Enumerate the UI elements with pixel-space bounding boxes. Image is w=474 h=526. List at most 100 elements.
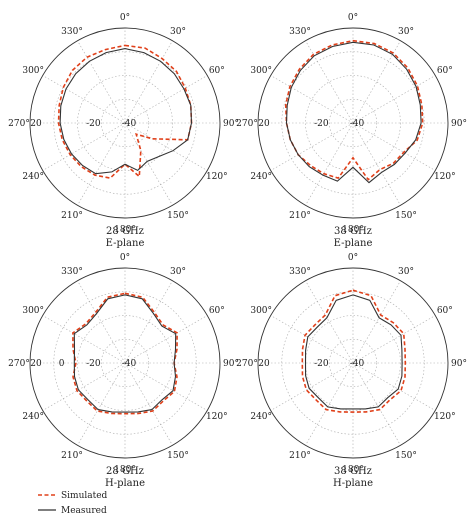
- panel-plane-caption: E-plane: [334, 238, 373, 249]
- outer-ring: [257, 27, 449, 219]
- angle-tick-label: 60°: [209, 66, 225, 76]
- angle-tick-label: 330°: [289, 267, 311, 277]
- angle-tick-label: 330°: [61, 267, 83, 277]
- angle-tick-label: 120°: [206, 172, 228, 182]
- angle-tick-label: 240°: [250, 412, 272, 422]
- angle-tick-label: 150°: [395, 211, 417, 221]
- radial-tick-label: -20: [314, 119, 329, 129]
- angle-tick-label: 210°: [289, 211, 311, 221]
- angle-tick-label: 300°: [22, 66, 44, 76]
- radial-tick-label: -20: [86, 119, 101, 129]
- angle-tick-label: 210°: [61, 451, 83, 461]
- series-measured-line: [285, 41, 422, 184]
- panel-frequency-caption: 28 GHz: [106, 226, 144, 237]
- grid-circle: [100, 98, 150, 148]
- panel-frequency-caption: 38 GHz: [334, 226, 372, 237]
- grid-spoke: [42, 122, 126, 171]
- grid-spoke: [270, 75, 354, 124]
- grid-spoke: [42, 362, 126, 411]
- angle-tick-label: 270°: [236, 359, 258, 369]
- series-measured-line: [73, 294, 177, 413]
- angle-tick-label: 0°: [120, 13, 130, 23]
- grid-spoke: [77, 40, 126, 124]
- series-measured-line: [304, 294, 403, 410]
- angle-tick-label: 270°: [8, 119, 30, 129]
- radial-tick-label: 0: [59, 359, 65, 369]
- angle-tick-label: 300°: [250, 306, 272, 316]
- grid-circle: [77, 75, 173, 171]
- grid-spoke: [42, 315, 126, 364]
- grid-spoke: [77, 280, 126, 364]
- polar-panel-28ghz-h-plane: 0° 30° 60° 90° 120° 150° 180° 210° 240° 270° 300° 3…: [8, 253, 239, 489]
- angle-tick-label: 180°: [342, 465, 364, 475]
- grid-circle: [305, 75, 401, 171]
- angle-tick-label: 90°: [451, 119, 467, 129]
- angle-tick-label: 180°: [342, 225, 364, 235]
- series-simulated-line: [72, 292, 178, 415]
- angle-tick-label: 240°: [22, 412, 44, 422]
- angle-tick-label: 90°: [451, 359, 467, 369]
- polar-panel-38ghz-h-plane: 0° 30° 60° 90° 120° 150° 180° 210° 240° 270° 300° 3…: [236, 253, 467, 489]
- angle-tick-label: 90°: [223, 359, 239, 369]
- radial-tick-label: 20: [30, 359, 42, 369]
- angle-tick-label: 330°: [289, 27, 311, 37]
- legend: Simulated Measured: [38, 491, 108, 516]
- angle-tick-label: 150°: [167, 451, 189, 461]
- angle-tick-label: 120°: [434, 172, 456, 182]
- angle-tick-label: 30°: [170, 27, 186, 37]
- polar-panel-28ghz-e-plane: 0° 30° 60° 90° 120° 150° 180° 210° 240° 270° 300° 3…: [8, 13, 239, 249]
- angle-tick-label: 0°: [348, 13, 358, 23]
- angle-tick-label: 60°: [437, 306, 453, 316]
- angle-tick-label: 150°: [167, 211, 189, 221]
- outer-ring: [257, 267, 449, 459]
- angle-tick-label: 60°: [209, 306, 225, 316]
- panel-frequency-caption: 28 GHz: [106, 466, 144, 477]
- angle-tick-label: 300°: [22, 306, 44, 316]
- grid-spoke: [42, 75, 126, 124]
- grid-circle: [77, 315, 173, 411]
- angle-tick-label: 30°: [398, 27, 414, 37]
- angle-tick-label: 180°: [114, 225, 136, 235]
- angle-tick-label: 330°: [61, 27, 83, 37]
- angle-tick-label: 0°: [120, 253, 130, 263]
- angle-tick-label: 270°: [236, 119, 258, 129]
- grid-spoke: [305, 280, 354, 364]
- radial-tick-label: -20: [86, 359, 101, 369]
- grid-spoke: [305, 40, 354, 124]
- panel-plane-caption: H-plane: [333, 478, 373, 489]
- grid-spoke: [270, 315, 354, 364]
- angle-tick-label: 240°: [250, 172, 272, 182]
- angle-tick-label: 30°: [398, 267, 414, 277]
- series-simulated-line: [301, 289, 407, 413]
- panel-frequency-caption: 38 GHz: [334, 466, 372, 477]
- radial-tick-label: -40: [122, 359, 137, 369]
- angle-tick-label: 60°: [437, 66, 453, 76]
- series-measured-line: [59, 48, 193, 175]
- grid-circle: [305, 315, 401, 411]
- panel-plane-caption: H-plane: [105, 478, 145, 489]
- angle-tick-label: 180°: [114, 465, 136, 475]
- legend-measured-label: Measured: [61, 506, 107, 516]
- grid-circle: [328, 98, 378, 148]
- legend-simulated-label: Simulated: [61, 491, 108, 501]
- polar-panel-38ghz-e-plane: 0° 30° 60° 90° 120° 150° 180° 210° 240° 270° 300° 3…: [236, 13, 467, 249]
- angle-tick-label: 150°: [395, 451, 417, 461]
- angle-tick-label: 210°: [61, 211, 83, 221]
- radial-tick-label: 20: [258, 119, 270, 129]
- grid-spoke: [270, 362, 354, 411]
- series-simulated-line: [57, 44, 193, 179]
- radial-tick-label: 20: [30, 119, 42, 129]
- outer-ring: [29, 27, 221, 219]
- radial-tick-label: -20: [314, 359, 329, 369]
- panel-plane-caption: E-plane: [106, 238, 145, 249]
- grid-circle: [100, 338, 150, 388]
- angle-tick-label: 0°: [348, 253, 358, 263]
- angle-tick-label: 90°: [223, 119, 239, 129]
- grid-spoke: [124, 280, 173, 364]
- radial-tick-label: 20: [258, 359, 270, 369]
- grid-spoke: [124, 40, 173, 124]
- outer-ring: [29, 267, 221, 459]
- grid-spoke: [270, 122, 354, 171]
- series-simulated-line: [284, 39, 424, 181]
